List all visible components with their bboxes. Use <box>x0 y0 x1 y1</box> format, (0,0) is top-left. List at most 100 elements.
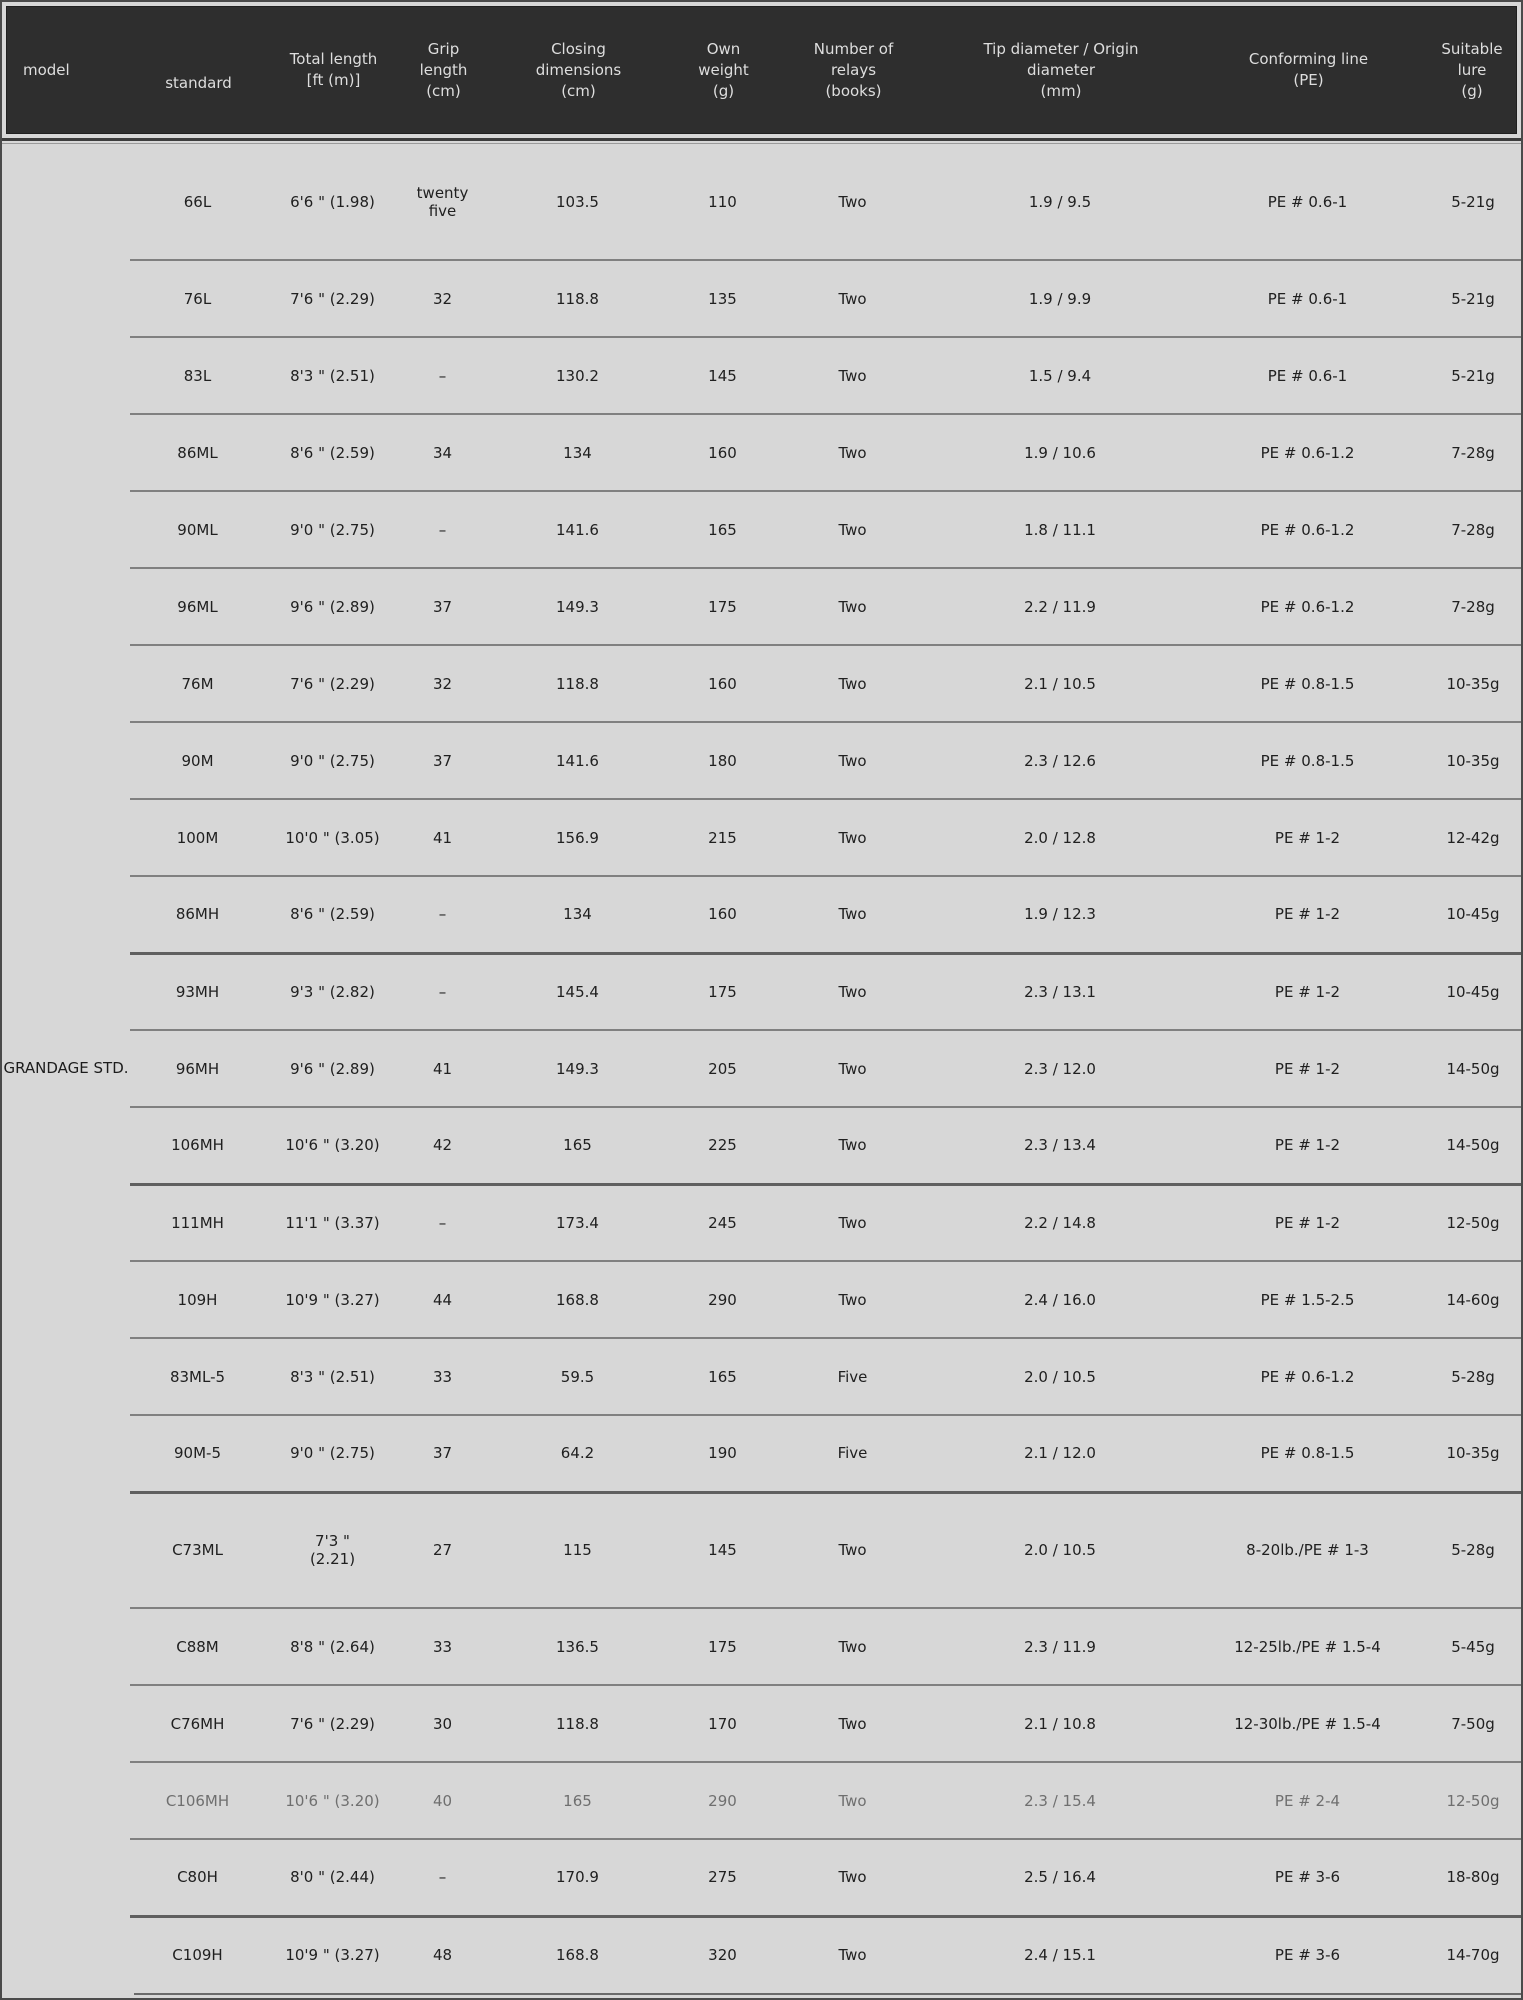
table-row: C106MH 10'6 " (3.20) 40 165 290 Two 2.3 … <box>2 1761 1521 1839</box>
cell-own-weight: 245 <box>670 1182 775 1261</box>
cell-relays: Two <box>775 1761 930 1839</box>
cell-own-weight: 175 <box>670 951 775 1030</box>
cell-relays: Five <box>775 1337 930 1415</box>
cell-total-length: 7'6 " (2.29) <box>265 259 400 337</box>
cell-relays: Two <box>775 1260 930 1338</box>
cell-own-weight: 165 <box>670 1337 775 1415</box>
cell-suitable-lure: 10-35g <box>1425 1414 1521 1492</box>
table-row: C88M 8'8 " (2.64) 33 136.5 175 Two 2.3 /… <box>2 1607 1521 1685</box>
cell-grip-length: – <box>400 1838 485 1916</box>
cell-grip-length: 41 <box>400 1029 485 1107</box>
table-row: 90M 9'0 " (2.75) 37 141.6 180 Two 2.3 / … <box>2 721 1521 799</box>
cell-grip-length: – <box>400 1182 485 1261</box>
cell-tip-diameter: 2.1 / 10.5 <box>930 644 1190 722</box>
cell-tip-diameter: 2.0 / 12.8 <box>930 798 1190 876</box>
cell-suitable-lure: 5-21g <box>1425 259 1521 337</box>
cell-relays: Two <box>775 875 930 953</box>
cell-tip-diameter: 2.3 / 13.1 <box>930 951 1190 1030</box>
cell-suitable-lure: 5-28g <box>1425 1490 1521 1608</box>
cell-suitable-lure: 5-45g <box>1425 1607 1521 1685</box>
cell-closing-dim: 141.6 <box>485 721 670 799</box>
cell-total-length: 8'3 " (2.51) <box>265 336 400 414</box>
cell-conforming-line: 12-30lb./PE # 1.5-4 <box>1190 1684 1425 1762</box>
cell-conforming-line: PE # 0.6-1.2 <box>1190 567 1425 645</box>
cell-conforming-line: 12-25lb./PE # 1.5-4 <box>1190 1607 1425 1685</box>
table-row: GRANDAGE STD. 66L 6'6 " (1.98) twenty fiv… <box>2 144 1521 1078</box>
col-header-conforming-line: Conforming line (PE) <box>1248 50 1369 89</box>
cell-standard: C76MH <box>130 1684 265 1762</box>
cell-suitable-lure: 12-50g <box>1425 1182 1521 1261</box>
cell-tip-diameter: 2.3 / 12.0 <box>930 1029 1190 1107</box>
cell-total-length: 9'0 " (2.75) <box>265 721 400 799</box>
cell-total-length: 10'6 " (3.20) <box>265 1761 400 1839</box>
cell-grip-length: 37 <box>400 721 485 799</box>
cell-relays: Two <box>775 567 930 645</box>
cell-closing-dim: 103.5 <box>556 192 599 211</box>
cell-suitable-lure: 5-28g <box>1425 1337 1521 1415</box>
cell-conforming-line: PE # 0.8-1.5 <box>1190 644 1425 722</box>
cell-grip-length: 30 <box>400 1684 485 1762</box>
cell-suitable-lure: 5-21g <box>1425 336 1521 414</box>
table-row: C76MH 7'6 " (2.29) 30 118.8 170 Two 2.1 … <box>2 1684 1521 1762</box>
cell-grip-length: 44 <box>400 1260 485 1338</box>
cell-total-length: 7'6 " (2.29) <box>265 644 400 722</box>
cell-total-length: 8'6 " (2.59) <box>265 413 400 491</box>
cell-standard: C88M <box>130 1607 265 1685</box>
cell-own-weight: 290 <box>670 1260 775 1338</box>
cell-conforming-line: PE # 0.6-1.2 <box>1190 1337 1425 1415</box>
cell-own-weight: 215 <box>670 798 775 876</box>
cell-own-weight: 160 <box>670 875 775 953</box>
cell-relays: Two <box>775 798 930 876</box>
cell-relays: Two <box>775 721 930 799</box>
cell-closing-dim: 149.3 <box>485 567 670 645</box>
table-row: 76L 7'6 " (2.29) 32 118.8 135 Two 1.9 / … <box>2 259 1521 337</box>
cell-total-length: 9'0 " (2.75) <box>265 490 400 568</box>
cell-suitable-lure: 7-28g <box>1425 490 1521 568</box>
cell-tip-diameter: 1.5 / 9.4 <box>930 336 1190 414</box>
cell-own-weight: 175 <box>670 567 775 645</box>
cell-closing-dim: 149.3 <box>485 1029 670 1107</box>
cell-total-length: 6'6 " (1.98) <box>290 192 375 211</box>
cell-conforming-line: PE # 3-6 <box>1190 1838 1425 1916</box>
cell-standard: 90M <box>130 721 265 799</box>
cell-grip-length: 27 <box>400 1490 485 1608</box>
cell-grip-length: 32 <box>400 644 485 722</box>
table-row: 90ML 9'0 " (2.75) – 141.6 165 Two 1.8 / … <box>2 490 1521 568</box>
header-divider <box>2 134 1521 144</box>
cell-closing-dim: 118.8 <box>485 259 670 337</box>
cell-tip-diameter: 2.3 / 13.4 <box>930 1106 1190 1184</box>
cell-relays: Two <box>775 1106 930 1184</box>
cell-grip-length: 33 <box>400 1607 485 1685</box>
cell-closing-dim: 165 <box>485 1761 670 1839</box>
cell-suitable-lure: 14-60g <box>1425 1260 1521 1338</box>
cell-total-length: 7'3 " (2.21) <box>265 1490 400 1608</box>
cell-own-weight: 145 <box>670 336 775 414</box>
cell-own-weight: 205 <box>670 1029 775 1107</box>
table-row: C73ML 7'3 " (2.21) 27 115 145 Two 2.0 / … <box>2 1490 1521 1608</box>
cell-standard: C73ML <box>130 1490 265 1608</box>
cell-conforming-line: 8-20lb./PE # 1-3 <box>1190 1490 1425 1608</box>
cell-relays: Two <box>775 644 930 722</box>
cell-total-length: 8'8 " (2.64) <box>265 1607 400 1685</box>
cell-suitable-lure: 12-42g <box>1425 798 1521 876</box>
cell-total-length: 9'6 " (2.89) <box>265 567 400 645</box>
cell-total-length: 8'0 " (2.44) <box>265 1838 400 1916</box>
table-row: 90M-5 9'0 " (2.75) 37 64.2 190 Five 2.1 … <box>2 1414 1521 1492</box>
cell-closing-dim: 168.8 <box>485 1914 670 1993</box>
cell-own-weight: 275 <box>670 1838 775 1916</box>
cell-total-length: 7'6 " (2.29) <box>265 1684 400 1762</box>
cell-standard: C106MH <box>130 1761 265 1839</box>
cell-conforming-line: PE # 1-2 <box>1190 798 1425 876</box>
cell-conforming-line: PE # 1.5-2.5 <box>1190 1260 1425 1338</box>
table-row: 96ML 9'6 " (2.89) 37 149.3 175 Two 2.2 /… <box>2 567 1521 645</box>
cell-closing-dim: 115 <box>485 1490 670 1608</box>
cell-tip-diameter: 2.3 / 11.9 <box>930 1607 1190 1685</box>
cell-total-length: 10'9 " (3.27) <box>265 1260 400 1338</box>
cell-own-weight: 175 <box>670 1607 775 1685</box>
cell-conforming-line: PE # 1-2 <box>1190 1106 1425 1184</box>
spec-table: GRANDAGE STD. 66L 6'6 " (1.98) twenty fiv… <box>2 144 1521 1993</box>
cell-grip-length: 42 <box>400 1106 485 1184</box>
cell-suitable-lure: 14-50g <box>1425 1106 1521 1184</box>
cell-tip-diameter: 2.4 / 16.0 <box>930 1260 1190 1338</box>
